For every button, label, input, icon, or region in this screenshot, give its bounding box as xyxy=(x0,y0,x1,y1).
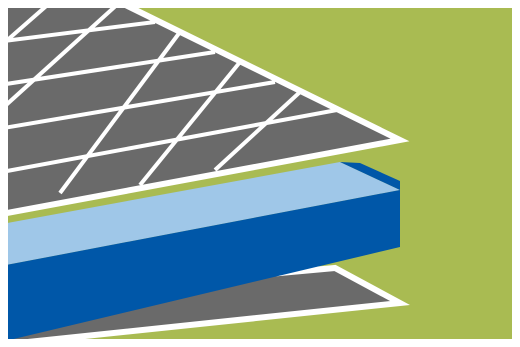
grid-panel xyxy=(8,8,410,216)
grid-line xyxy=(8,8,117,106)
blue-slab-front-face xyxy=(8,190,400,339)
grid-line xyxy=(138,60,242,187)
grid-line xyxy=(8,80,276,130)
grid-line xyxy=(8,8,48,43)
grid-lines xyxy=(8,8,338,195)
blue-slab-side-edge xyxy=(340,162,400,190)
solar-grid-layer xyxy=(8,8,410,216)
blue-slab-top-face xyxy=(8,162,400,265)
grid-line xyxy=(58,30,182,195)
grid-line xyxy=(8,108,338,173)
grid-line xyxy=(213,90,302,172)
blue-slab-layer xyxy=(8,162,400,339)
grid-line xyxy=(8,50,216,86)
